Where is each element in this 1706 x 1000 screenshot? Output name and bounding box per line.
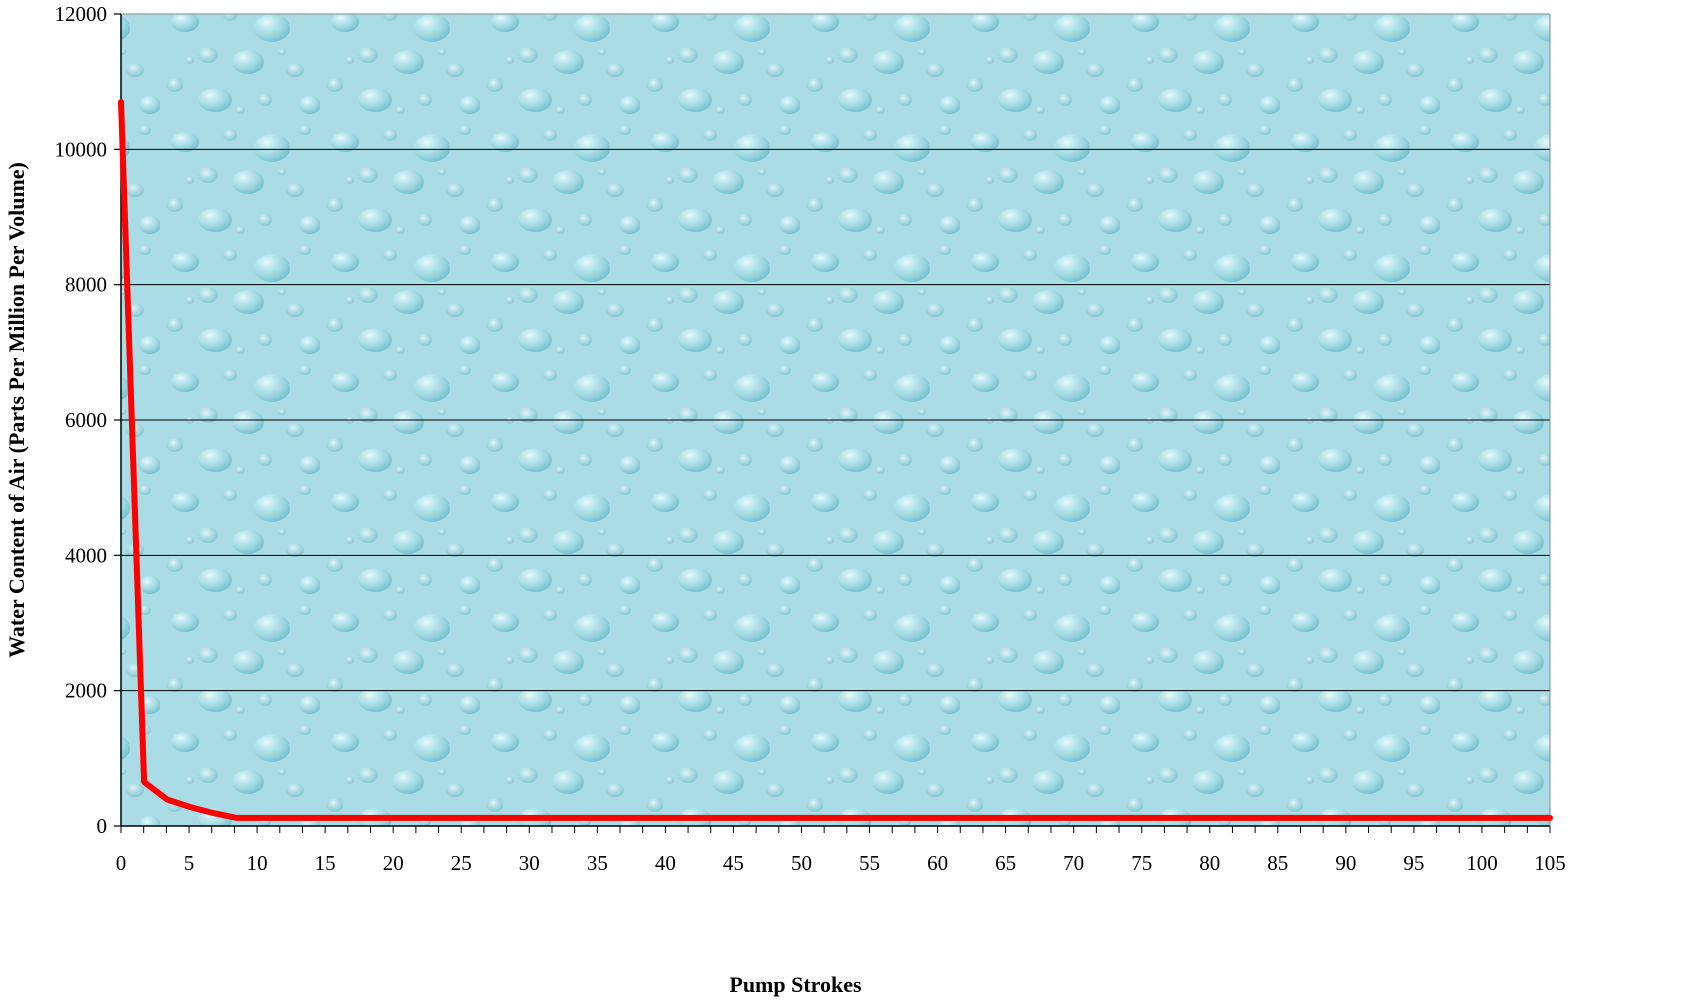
x-tick-label: 15: [315, 851, 336, 875]
series-group: [118, 99, 1553, 821]
x-tick-label: 90: [1335, 851, 1356, 875]
x-tick-label: 70: [1063, 851, 1084, 875]
y-tick-label: 6000: [65, 408, 107, 432]
tick-labels: 0 2000 4000 6000 8000 10000 12000 0 5 10 15 20 25 30 3…: [55, 2, 1566, 875]
gridlines: [121, 148, 1550, 692]
x-tick-label: 50: [791, 851, 812, 875]
x-tick-label: 65: [995, 851, 1016, 875]
x-tick-label: 35: [587, 851, 608, 875]
x-tick-label: 75: [1131, 851, 1152, 875]
x-tick-label: 105: [1534, 851, 1566, 875]
y-tick-label: 10000: [55, 137, 108, 161]
x-tick-label: 5: [184, 851, 195, 875]
x-tick-label: 55: [859, 851, 880, 875]
x-tick-label: 30: [519, 851, 540, 875]
x-tick-label: 25: [451, 851, 472, 875]
x-tick-label: 85: [1267, 851, 1288, 875]
x-tick-label: 40: [655, 851, 676, 875]
x-tick-label: 100: [1466, 851, 1498, 875]
y-tick-label: 12000: [55, 2, 108, 26]
x-tick-label: 0: [116, 851, 127, 875]
x-tick-label: 10: [247, 851, 268, 875]
x-axis-title: Pump Strokes: [729, 972, 862, 997]
series-line-0: [118, 99, 1553, 821]
y-tick-label: 8000: [65, 273, 107, 297]
x-tick-label: 45: [723, 851, 744, 875]
y-tick-label: 2000: [65, 679, 107, 703]
y-tick-label: 4000: [65, 543, 107, 567]
x-tick-label: 60: [927, 851, 948, 875]
x-tick-label: 20: [383, 851, 404, 875]
y-axis-title: Water Content of Air (Parts Per Million …: [4, 162, 29, 658]
y-tick-label: 0: [97, 814, 108, 838]
x-tick-label: 95: [1403, 851, 1424, 875]
x-tick-label: 80: [1199, 851, 1220, 875]
